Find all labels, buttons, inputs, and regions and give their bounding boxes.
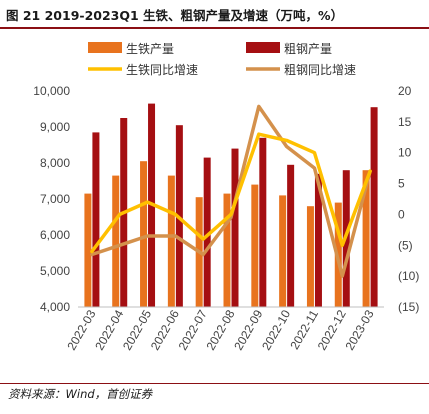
y-right-tick-label: (10)	[398, 269, 419, 283]
bar-crude-steel-output	[287, 164, 295, 307]
y-right-tick-label: 20	[398, 84, 412, 98]
bar-pig-iron-output	[112, 175, 120, 307]
bar-crude-steel-output	[203, 157, 211, 307]
legend-swatch-crude-steel-output	[246, 42, 280, 53]
y-right-tick-label: 0	[398, 207, 405, 221]
bar-crude-steel-output	[92, 132, 100, 307]
bar-series	[84, 103, 378, 307]
bar-crude-steel-output	[231, 148, 239, 307]
chart-canvas: 生铁产量 粗钢产量 生铁同比增速 粗钢同比增速 4,000 5,000 6,000 7…	[33, 42, 419, 353]
legend-label-pig-iron-output: 生铁产量	[126, 42, 174, 56]
y-left-tick-label: 5,000	[40, 264, 70, 278]
legend: 生铁产量 粗钢产量 生铁同比增速 粗钢同比增速	[88, 42, 356, 77]
bar-crude-steel-output	[259, 137, 267, 307]
legend-label-crude-steel-yoy: 粗钢同比增速	[284, 63, 356, 77]
y-right-tick-label: (15)	[398, 300, 419, 314]
y-right-tick-label: 15	[398, 115, 412, 129]
y-left-tick-label: 8,000	[40, 156, 70, 170]
legend-swatch-pig-iron-output	[88, 42, 122, 53]
bar-pig-iron-output	[251, 184, 259, 307]
bar-pig-iron-output	[84, 193, 92, 307]
source-note: 资料来源：Wind，首创证券	[8, 387, 153, 401]
y-left-tick-label: 4,000	[40, 300, 70, 314]
line-series	[90, 104, 372, 278]
bar-pig-iron-output	[167, 175, 175, 307]
y-right-tick-label: (5)	[398, 238, 413, 252]
line-crude-steel-yoy	[90, 104, 372, 278]
bar-pig-iron-output	[140, 161, 148, 307]
bar-pig-iron-output	[362, 170, 370, 307]
y-left-tick-label: 6,000	[40, 228, 70, 242]
y-right-tick-label: 10	[398, 146, 412, 160]
y-left-tick-label: 7,000	[40, 192, 70, 206]
bar-crude-steel-output	[314, 173, 322, 307]
y-left-tick-label: 10,000	[33, 84, 70, 98]
y-left-tick-label: 9,000	[40, 120, 70, 134]
bar-pig-iron-output	[279, 195, 287, 307]
bar-pig-iron-output	[306, 206, 314, 307]
title-divider	[0, 27, 429, 29]
y-right-tick-label: 5	[398, 177, 405, 191]
chart-title: 图 21 2019-2023Q1 生铁、粗钢产量及增速（万吨，%）	[6, 8, 344, 23]
legend-label-pig-iron-yoy: 生铁同比增速	[126, 63, 198, 77]
bar-crude-steel-output	[370, 107, 378, 307]
line-pig-iron-yoy	[90, 132, 372, 254]
bar-pig-iron-output	[223, 193, 231, 307]
footer-divider	[0, 383, 429, 384]
legend-label-crude-steel-output: 粗钢产量	[284, 42, 332, 56]
